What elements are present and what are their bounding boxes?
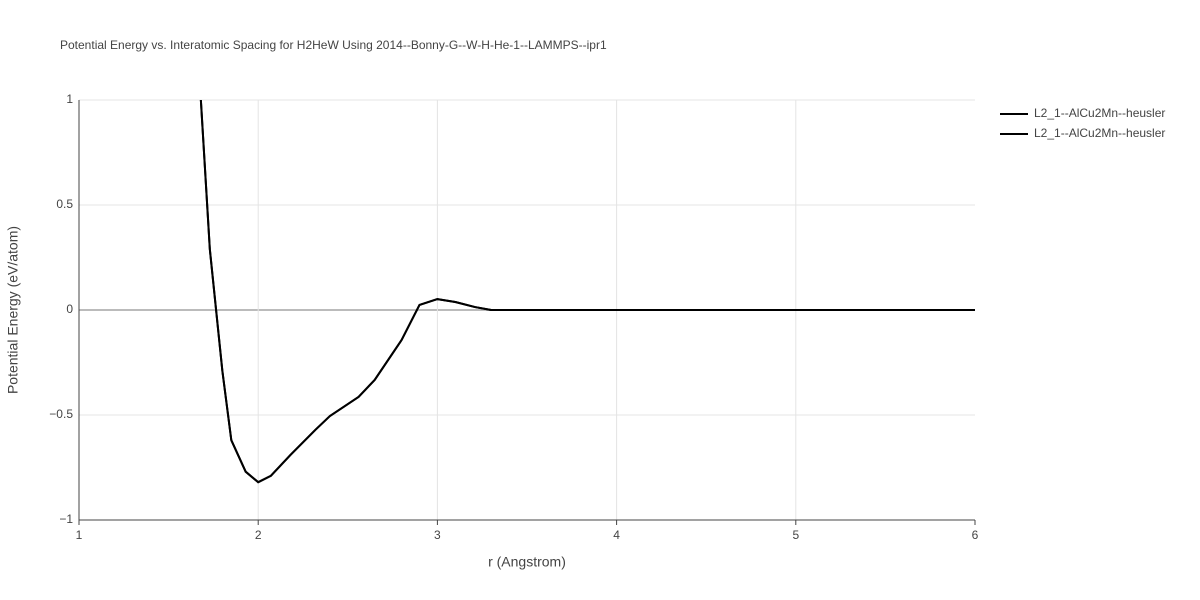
- x-tick-label: 4: [613, 528, 620, 542]
- x-axis-title: r (Angstrom): [488, 554, 566, 570]
- legend-label: L2_1--AlCu2Mn--heusler: [1034, 126, 1165, 140]
- x-tick-label: 2: [255, 528, 262, 542]
- y-axis-title: Potential Energy (eV/atom): [5, 226, 21, 394]
- chart-title: Potential Energy vs. Interatomic Spacing…: [60, 38, 607, 52]
- x-tick-label: 6: [972, 528, 979, 542]
- y-tick-label: 0.5: [56, 197, 73, 211]
- x-tick-label: 5: [792, 528, 799, 542]
- y-tick-label: 0: [66, 302, 73, 316]
- y-tick-label: −1: [59, 512, 73, 526]
- series-line: [199, 100, 975, 484]
- legend-label: L2_1--AlCu2Mn--heusler: [1034, 106, 1165, 120]
- y-tick-label: −0.5: [49, 407, 73, 421]
- y-tick-label: 1: [66, 92, 73, 106]
- x-tick-label: 3: [434, 528, 441, 542]
- series-line: [199, 100, 975, 484]
- x-tick-label: 1: [76, 528, 83, 542]
